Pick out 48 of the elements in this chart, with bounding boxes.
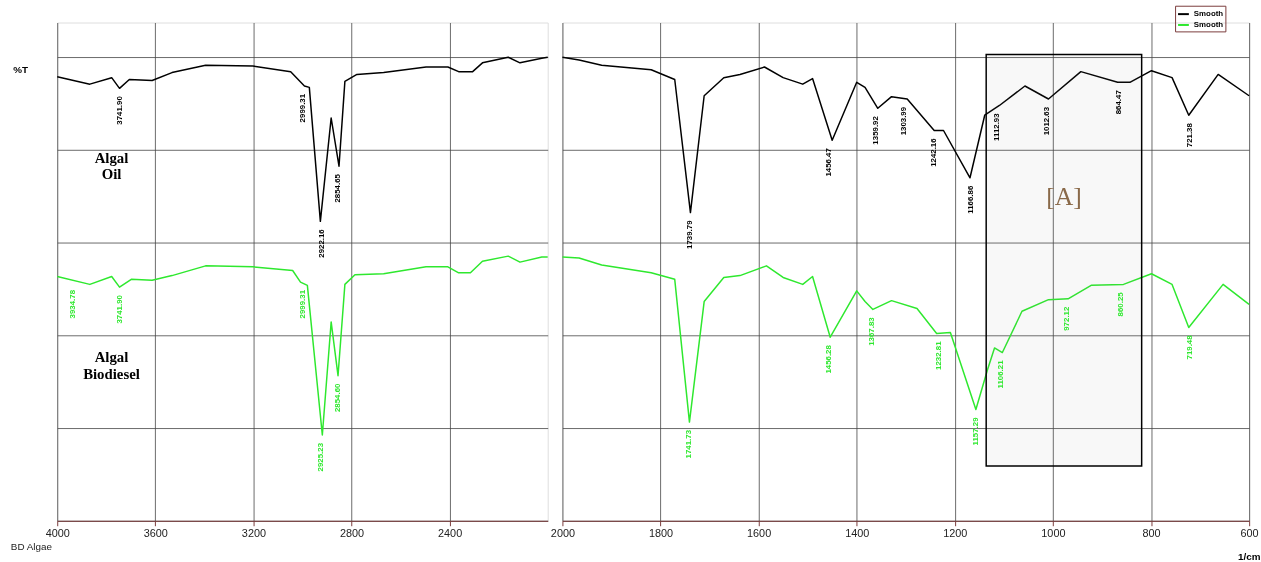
annotation: 721.38 xyxy=(1184,122,1194,148)
x-tick-label: 1800 xyxy=(648,527,674,540)
annotation: 1359.92 xyxy=(871,115,881,145)
annotation: 972.12 xyxy=(1061,306,1071,331)
x-tick-label: 2000 xyxy=(550,527,575,540)
x-tick-label: 1200 xyxy=(943,527,968,540)
legend-label: Smooth xyxy=(1193,9,1224,19)
annotation: 1741.73 xyxy=(684,429,694,459)
x-tick-label: 600 xyxy=(1240,527,1259,540)
x-tick-label: 2800 xyxy=(339,527,365,540)
annotation: 1106.21 xyxy=(995,359,1005,389)
x-axis-title: 1/cm xyxy=(1237,550,1261,562)
annotation: 1166.86 xyxy=(966,185,976,214)
annotation: 2922.16 xyxy=(316,228,326,258)
y-axis-title: %T xyxy=(13,64,29,76)
annotation: 1012.63 xyxy=(1041,106,1051,136)
annotation: 1367.83 xyxy=(867,316,877,346)
annotation: 860.25 xyxy=(1116,291,1126,317)
annotation: 1456.47 xyxy=(823,147,833,177)
annotation: 1157.29 xyxy=(970,416,980,446)
annotation: 1242.16 xyxy=(929,137,939,167)
annotation: Algal Oil xyxy=(94,149,129,183)
annotation: 3741.90 xyxy=(115,95,125,125)
legend-label: Smooth xyxy=(1193,19,1224,29)
x-tick-label: 1400 xyxy=(845,527,870,540)
x-tick-label: 4000 xyxy=(45,527,70,540)
x-tick-label: 1600 xyxy=(747,527,772,540)
annotation: 1232.81 xyxy=(933,340,943,370)
annotation: 2925.23 xyxy=(315,442,325,472)
annotation: 864.47 xyxy=(1114,89,1124,115)
annotation: 1739.79 xyxy=(685,219,695,249)
x-tick-label: 1000 xyxy=(1041,527,1066,540)
annotation: 2999.31 xyxy=(297,289,307,319)
annotation: 719.48 xyxy=(1185,334,1195,360)
text: BD Algae xyxy=(10,541,53,553)
x-tick-label: 3200 xyxy=(241,527,266,540)
annotation: 1112.93 xyxy=(992,112,1002,141)
annotation: 2854.65 xyxy=(333,173,343,203)
annotation: 2854.60 xyxy=(333,382,343,413)
annotation: 2999.31 xyxy=(297,93,307,123)
x-tick-label: 3600 xyxy=(143,527,168,540)
x-tick-label: 800 xyxy=(1142,527,1161,540)
annotation: 3934.78 xyxy=(68,289,78,319)
x-tick-label: 2400 xyxy=(438,527,463,540)
annotation: 3741.90 xyxy=(115,294,125,324)
annotation: 1456.28 xyxy=(824,344,834,374)
annotation: Algal Biodiesel xyxy=(83,349,140,383)
annotation: 1303.99 xyxy=(898,106,908,136)
